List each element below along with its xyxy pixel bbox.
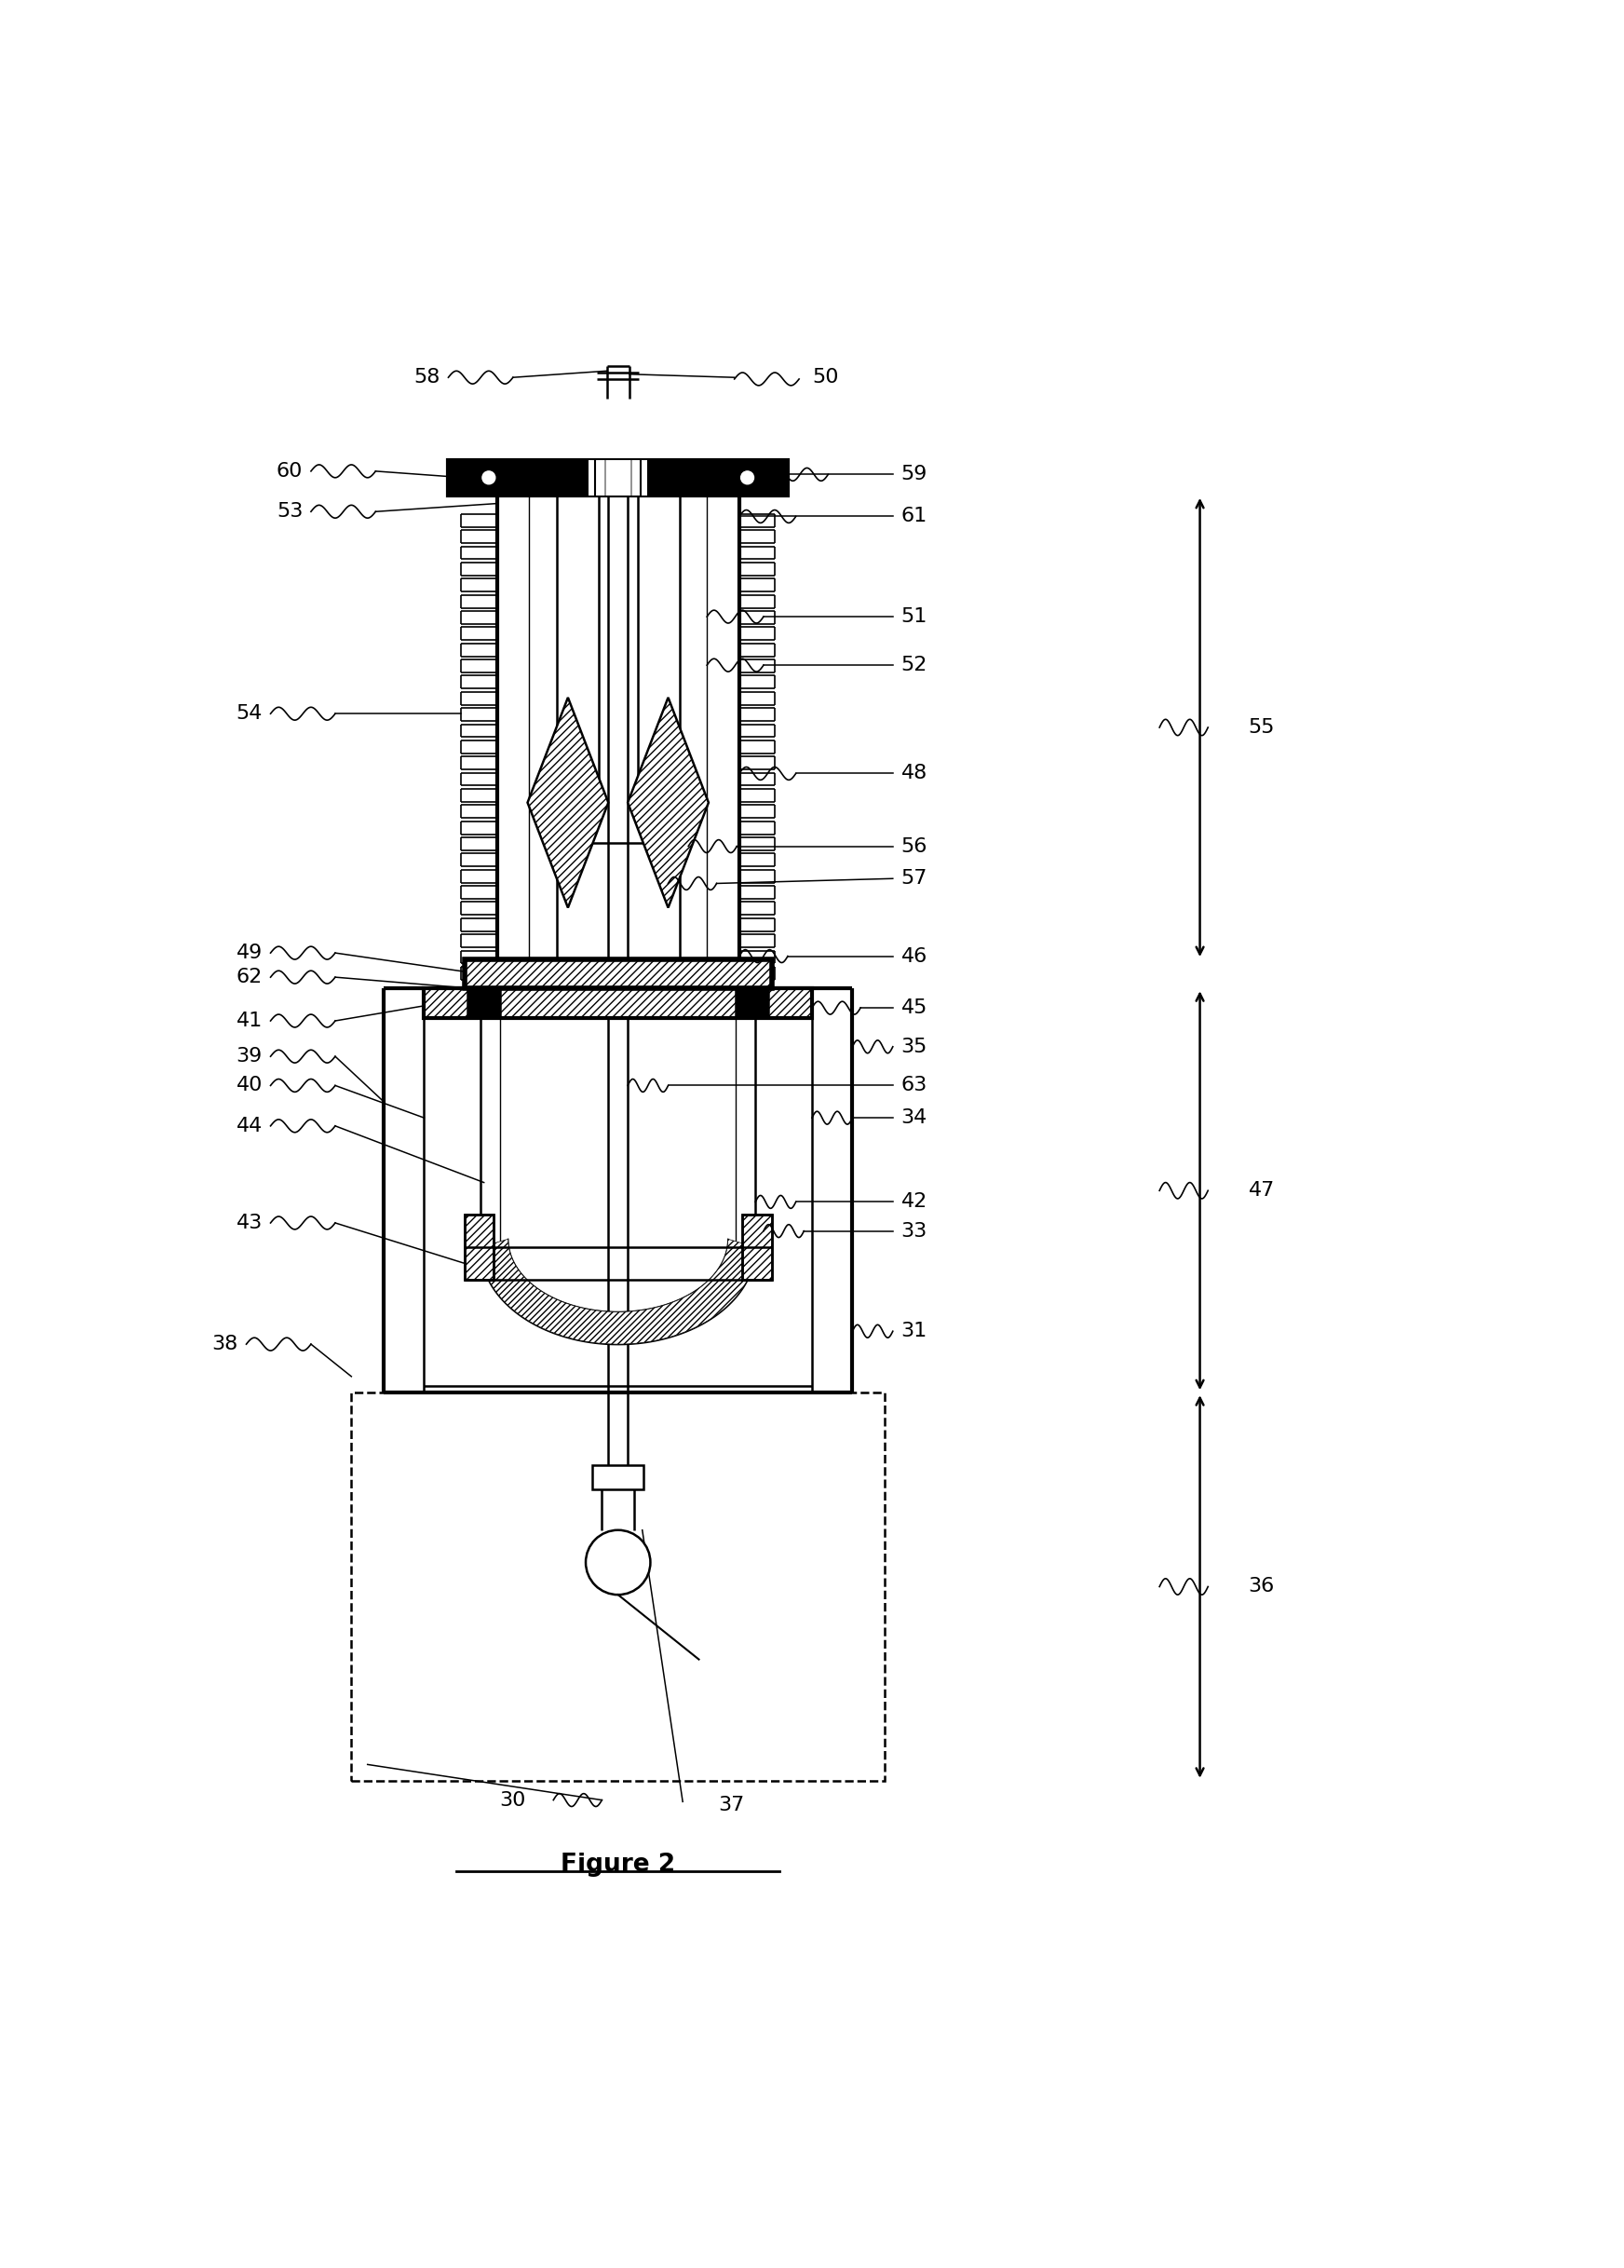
Text: 51: 51 <box>901 608 927 626</box>
Text: 52: 52 <box>901 655 927 674</box>
Polygon shape <box>628 699 708 907</box>
Bar <box>754 463 773 492</box>
Text: 61: 61 <box>901 508 927 526</box>
Text: 40: 40 <box>235 1077 263 1095</box>
Text: 34: 34 <box>901 1109 927 1127</box>
Polygon shape <box>528 699 609 907</box>
Polygon shape <box>481 1238 755 1345</box>
Text: 36: 36 <box>1249 1576 1275 1597</box>
Text: 60: 60 <box>276 463 304 481</box>
Bar <box>424 989 812 1018</box>
Bar <box>464 1216 494 1279</box>
Text: 31: 31 <box>901 1322 927 1340</box>
Bar <box>742 1216 771 1279</box>
Bar <box>528 463 547 492</box>
Text: 46: 46 <box>901 946 927 966</box>
Bar <box>468 989 500 1018</box>
Bar <box>464 959 771 989</box>
Text: 53: 53 <box>276 501 304 522</box>
Circle shape <box>586 1531 650 1594</box>
Bar <box>464 1216 494 1279</box>
Text: 30: 30 <box>500 1792 526 1810</box>
Text: 38: 38 <box>211 1336 239 1354</box>
Text: Figure 2: Figure 2 <box>560 1853 676 1878</box>
Text: 56: 56 <box>901 837 927 855</box>
Text: 47: 47 <box>1249 1182 1275 1200</box>
Text: 54: 54 <box>235 705 263 723</box>
Text: 41: 41 <box>235 1012 263 1030</box>
Text: 49: 49 <box>235 943 263 962</box>
Circle shape <box>741 472 754 483</box>
Bar <box>593 1465 643 1490</box>
Text: 59: 59 <box>901 465 927 483</box>
Text: 50: 50 <box>812 367 838 388</box>
Bar <box>448 460 788 494</box>
Bar <box>464 959 771 989</box>
Text: 44: 44 <box>235 1116 263 1136</box>
Bar <box>424 989 812 1018</box>
Text: 45: 45 <box>901 998 927 1018</box>
Text: 57: 57 <box>901 869 927 887</box>
Bar <box>463 463 482 492</box>
Bar <box>351 1393 885 1780</box>
Text: 55: 55 <box>1249 719 1275 737</box>
Bar <box>689 463 708 492</box>
Text: 42: 42 <box>901 1193 927 1211</box>
Text: 63: 63 <box>901 1077 927 1095</box>
Text: 35: 35 <box>901 1036 927 1057</box>
Text: 58: 58 <box>414 367 440 388</box>
Text: 43: 43 <box>235 1213 263 1232</box>
Text: 33: 33 <box>901 1222 927 1241</box>
Bar <box>742 1216 771 1279</box>
Circle shape <box>482 472 495 483</box>
Bar <box>736 989 768 1018</box>
Bar <box>590 460 646 494</box>
Text: 37: 37 <box>718 1796 744 1814</box>
Text: 62: 62 <box>235 968 263 987</box>
Text: 48: 48 <box>901 764 927 782</box>
Text: 39: 39 <box>235 1048 263 1066</box>
